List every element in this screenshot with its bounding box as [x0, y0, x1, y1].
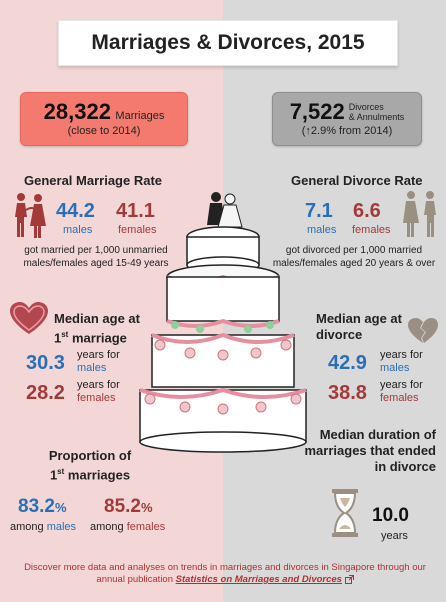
- duration-title-1: Median duration of: [319, 427, 436, 442]
- proportion-title-rest: marriages: [64, 467, 131, 483]
- duration-title-3: in divorce: [374, 459, 436, 474]
- marriage-rate-female-label: females: [118, 224, 157, 236]
- heart-icon: [10, 302, 48, 334]
- footer: Discover more data and analyses on trend…: [16, 562, 434, 586]
- divorces-label-1: Divorces: [348, 102, 384, 112]
- median-marriage-title-sup: st: [61, 330, 69, 339]
- marriage-rate-desc-1: got married per 1,000 unmarried: [24, 245, 168, 256]
- median-marriage-female-unit-1: years for: [77, 379, 120, 391]
- broken-heart-icon: [408, 318, 438, 343]
- footer-line-1: Discover more data and analyses on trend…: [24, 562, 426, 573]
- divorce-rate-male-label: males: [307, 224, 337, 236]
- duration-unit: years: [381, 530, 408, 542]
- median-marriage-title-1: Median age at: [54, 311, 140, 326]
- median-marriage-title-rest: marriage: [68, 330, 127, 346]
- marriage-rate-desc-2: males/females aged 15-49 years: [23, 258, 169, 269]
- marriages-box: 28,322 Marriages (close to 2014): [20, 92, 188, 146]
- footer-line-2-prefix: annual publication: [96, 574, 176, 585]
- divorces-box: 7,522 Divorces & Annulments (↑2.9% from …: [272, 92, 422, 146]
- proportion-female-label: females: [126, 521, 166, 533]
- external-link-icon[interactable]: [344, 574, 354, 584]
- median-marriage-male-unit-1: years for: [77, 349, 120, 361]
- divorce-rate-desc-2: males/females aged 20 years & over: [272, 258, 436, 269]
- divorce-rate-title: General Divorce Rate: [291, 173, 423, 188]
- proportion-female-pct: %: [140, 500, 153, 515]
- marriages-label: Marriages: [115, 110, 165, 122]
- publication-link[interactable]: Statistics on Marriages and Divorces: [175, 574, 342, 585]
- divorced-couple-icon: [403, 191, 436, 237]
- proportion-male-pct: %: [54, 500, 67, 515]
- proportion-title-sup: st: [57, 467, 65, 476]
- duration-value: 10.0: [372, 505, 409, 526]
- median-divorce-female-unit-1: years for: [380, 379, 423, 391]
- marriage-rate-male-label: males: [63, 224, 93, 236]
- median-divorce-title-2: divorce: [316, 327, 363, 342]
- marriage-rate-female-value: 41.1: [116, 200, 155, 222]
- proportion-title-1: Proportion of: [48, 448, 132, 463]
- page-title: Marriages & Divorces, 2015: [58, 20, 398, 66]
- median-divorce-male-unit-2: males: [380, 362, 410, 374]
- proportion-female-prefix: among: [90, 521, 127, 533]
- proportion-male-value: 83.2: [18, 496, 55, 517]
- divorce-rate-female-label: females: [352, 224, 391, 236]
- median-divorce-female-unit-2: females: [380, 392, 419, 404]
- divorce-rate-male-value: 7.1: [305, 200, 333, 222]
- wedding-cake-icon: [139, 192, 307, 453]
- proportion-male-label: males: [46, 521, 77, 533]
- median-divorce-male-value: 42.9: [328, 352, 367, 374]
- divorces-sub-prefix: (: [301, 125, 306, 137]
- median-marriage-female-value: 28.2: [26, 382, 65, 404]
- proportion-title-num: 1: [49, 467, 58, 483]
- median-marriage-title-num: 1: [54, 330, 62, 346]
- divorce-rate-desc-1: got divorced per 1,000 married: [285, 245, 423, 256]
- divorces-label-2: & Annulments: [348, 112, 405, 122]
- median-marriage-male-unit-2: males: [77, 362, 107, 374]
- median-divorce-female-value: 38.8: [328, 382, 367, 404]
- marriages-sub: (close to 2014): [67, 125, 141, 137]
- proportion-female-value: 85.2: [104, 496, 141, 517]
- proportion-male-prefix: among: [10, 521, 47, 533]
- marriages-value: 28,322: [43, 99, 111, 124]
- duration-title-2: marriages that ended: [304, 443, 437, 458]
- divorces-sub: 2.9% from 2014): [310, 125, 393, 137]
- median-marriage-male-value: 30.3: [26, 352, 65, 374]
- marriage-rate-male-value: 44.2: [56, 200, 95, 222]
- divorces-value: 7,522: [289, 99, 345, 124]
- couple-icon: [15, 193, 46, 238]
- up-arrow-icon: ↑: [305, 125, 311, 137]
- hourglass-icon: [332, 489, 358, 537]
- divorce-rate-female-value: 6.6: [353, 200, 381, 222]
- median-marriage-female-unit-2: females: [77, 392, 116, 404]
- median-divorce-male-unit-1: years for: [380, 349, 423, 361]
- median-divorce-title-1: Median age at: [316, 311, 402, 326]
- marriage-rate-title: General Marriage Rate: [24, 173, 163, 188]
